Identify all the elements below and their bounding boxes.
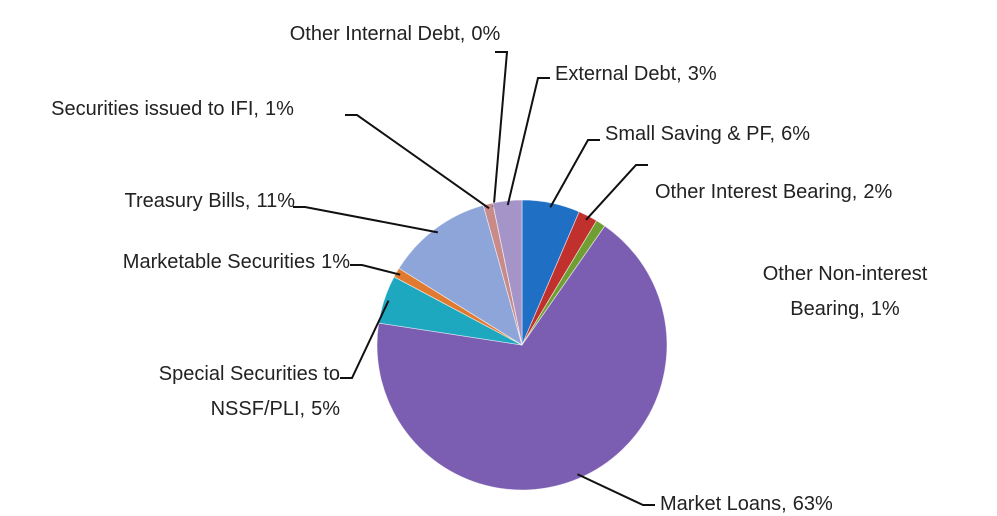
value-label: 3%	[687, 63, 717, 85]
category-label: Treasury Bills,	[124, 190, 251, 212]
value-label: 1%	[321, 251, 350, 273]
value-label: 5%	[311, 398, 340, 420]
value-label: 2%	[863, 181, 893, 203]
category-label: Market Loans,	[660, 493, 787, 515]
category-label: Marketable Securities	[122, 251, 316, 273]
leader-line	[549, 139, 600, 208]
pie-slice	[398, 204, 523, 346]
data-label: Other Non-interest Bearing, 1%	[715, 257, 975, 327]
data-label: Securities issued to IFI, 1%	[0, 92, 345, 127]
category-label: Securities issued to IFI,	[51, 98, 259, 120]
value-label: 11%	[256, 190, 295, 212]
category-label: Special Securities to NSSF/PLI,	[158, 363, 340, 420]
data-label: Other Internal Debt, 0%	[200, 17, 590, 52]
leader-line	[345, 114, 490, 210]
pie-slice	[376, 225, 668, 491]
leader-line	[340, 300, 390, 379]
value-label: 63%	[792, 493, 833, 515]
value-label: 1%	[264, 98, 294, 120]
category-label: Other Internal Debt,	[289, 23, 466, 45]
leader-line	[585, 164, 648, 221]
category-label: Other Non-interest Bearing,	[762, 263, 928, 320]
data-label: Special Securities to NSSF/PLI, 5%	[60, 357, 340, 427]
leader-line	[293, 206, 438, 234]
data-label: Marketable Securities 1%	[10, 245, 350, 280]
leader-line	[492, 51, 509, 208]
value-label: 1%	[870, 298, 900, 320]
leader-line	[350, 264, 401, 276]
data-label: Treasury Bills, 11%	[10, 184, 296, 219]
value-label: 0%	[471, 23, 501, 45]
data-label: External Debt, 3%	[555, 57, 855, 92]
data-label: Other Interest Bearing, 2%	[655, 175, 995, 210]
data-label: Market Loans, 63%	[660, 487, 960, 516]
category-label: Small Saving & PF,	[605, 123, 776, 145]
value-label: 6%	[781, 123, 810, 145]
category-label: External Debt,	[555, 63, 682, 85]
leader-line	[506, 77, 550, 206]
pie-slice	[492, 199, 523, 346]
category-label: Other Interest Bearing,	[655, 181, 858, 203]
data-label: Small Saving & PF, 6%	[605, 117, 905, 152]
leader-line	[577, 473, 655, 506]
